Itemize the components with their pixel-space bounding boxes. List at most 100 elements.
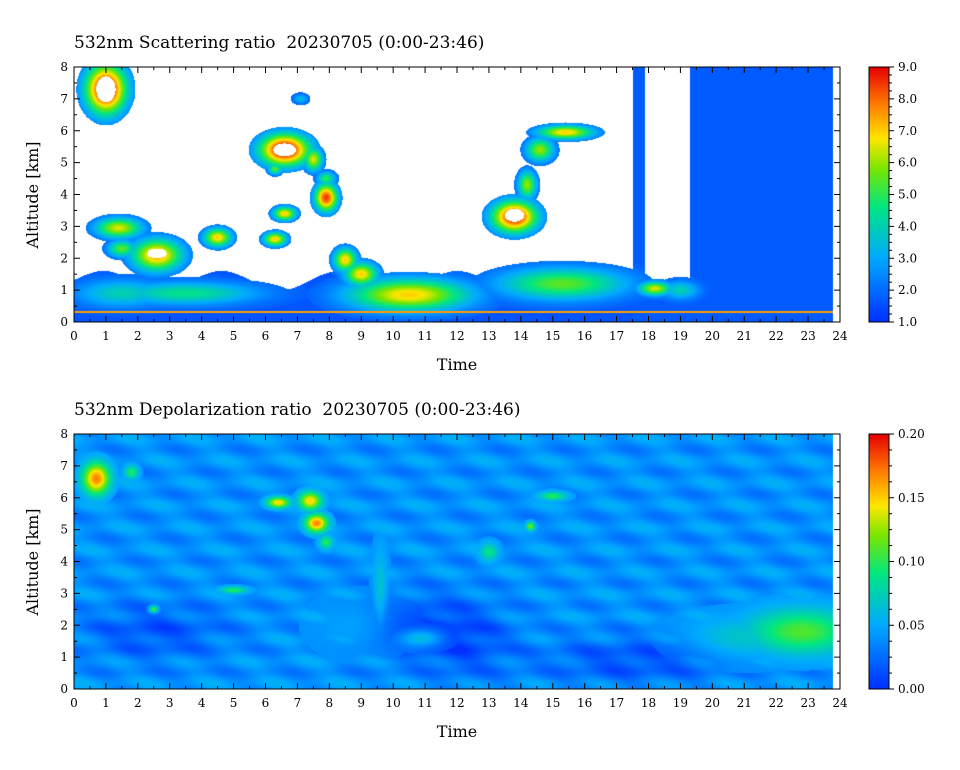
- depolarization-x-ticks: 0 1 2 3 4 5 6 7 8 9 10 11 12 13 14 15 16 17 18 19 20 21 22 23 24: [70, 434, 848, 710]
- x-tick-label: 8: [326, 696, 334, 710]
- x-tick-label: 0: [70, 696, 78, 710]
- depolarization-colorbar-canvas: [869, 434, 889, 689]
- depolarization-colorbar-ticks: 0.00 0.05 0.10 0.15 0.20: [889, 427, 925, 696]
- x-tick-label: 24: [832, 696, 848, 710]
- colorbar-tick-label: 3.0: [898, 251, 917, 265]
- x-tick-label: 6: [262, 329, 270, 343]
- x-tick-label: 20: [705, 696, 720, 710]
- x-tick-label: 9: [357, 696, 365, 710]
- scattering-heatmap-canvas: [74, 67, 840, 322]
- colorbar-tick-label: 7.0: [898, 124, 917, 138]
- y-tick-label: 5: [60, 523, 68, 537]
- depolarization-x-axis-label: Time: [437, 722, 477, 741]
- x-tick-label: 23: [800, 696, 815, 710]
- x-tick-label: 23: [800, 329, 815, 343]
- x-tick-label: 24: [832, 329, 848, 343]
- depolarization-chart-title: 532nm Depolarization ratio 20230705 (0:0…: [74, 400, 521, 420]
- colorbar-tick-label: 4.0: [898, 219, 917, 233]
- x-tick-label: 18: [641, 696, 656, 710]
- x-tick-label: 21: [737, 696, 752, 710]
- y-tick-label: 8: [60, 60, 68, 74]
- colorbar-tick-label: 1.0: [898, 315, 917, 329]
- x-tick-label: 22: [769, 696, 784, 710]
- colorbar-tick-label: 2.0: [898, 283, 917, 297]
- y-tick-label: 1: [60, 283, 68, 297]
- y-tick-label: 0: [60, 315, 68, 329]
- depolarization-y-axis-label: Altitude [km]: [23, 508, 42, 616]
- x-tick-label: 16: [577, 696, 592, 710]
- x-tick-label: 21: [737, 329, 752, 343]
- x-tick-label: 13: [481, 696, 496, 710]
- colorbar-tick-label: 8.0: [898, 92, 917, 106]
- x-tick-label: 10: [386, 696, 401, 710]
- x-tick-label: 1: [102, 696, 110, 710]
- x-tick-label: 7: [294, 329, 302, 343]
- x-tick-label: 19: [673, 696, 688, 710]
- scattering-x-axis-label: Time: [437, 355, 477, 374]
- colorbar-tick-label: 0.15: [898, 491, 925, 505]
- x-tick-label: 9: [357, 329, 365, 343]
- x-tick-label: 0: [70, 329, 78, 343]
- y-tick-label: 6: [60, 124, 68, 138]
- scattering-y-ticks: 0 1 2 3 4 5 6 7 8: [60, 60, 840, 329]
- x-tick-label: 22: [769, 329, 784, 343]
- x-tick-label: 20: [705, 329, 720, 343]
- x-tick-label: 11: [417, 696, 432, 710]
- x-tick-label: 16: [577, 329, 592, 343]
- x-tick-label: 17: [609, 696, 624, 710]
- x-tick-label: 2: [134, 696, 142, 710]
- colorbar-tick-label: 9.0: [898, 60, 917, 74]
- x-tick-label: 12: [449, 329, 464, 343]
- x-tick-label: 10: [386, 329, 401, 343]
- scattering-colorbar-ticks: 1.0 2.0 3.0 4.0 5.0 6.0 7.0 8.0 9.0: [889, 60, 917, 329]
- y-tick-label: 3: [60, 219, 68, 233]
- y-tick-label: 6: [60, 491, 68, 505]
- x-tick-label: 7: [294, 696, 302, 710]
- x-tick-label: 19: [673, 329, 688, 343]
- x-tick-label: 6: [262, 696, 270, 710]
- y-tick-label: 5: [60, 156, 68, 170]
- x-tick-label: 14: [513, 329, 529, 343]
- y-tick-label: 2: [60, 618, 68, 632]
- colorbar-tick-label: 0.05: [898, 618, 925, 632]
- x-tick-label: 18: [641, 329, 656, 343]
- scattering-y-axis-label: Altitude [km]: [23, 141, 42, 249]
- x-tick-label: 1: [102, 329, 110, 343]
- scattering-ratio-panel: 532nm Scattering ratio 20230705 (0:00-23…: [23, 33, 917, 374]
- x-tick-label: 3: [166, 696, 174, 710]
- y-tick-label: 4: [60, 555, 68, 569]
- y-tick-label: 2: [60, 251, 68, 265]
- depolarization-ratio-panel: 532nm Depolarization ratio 20230705 (0:0…: [23, 400, 925, 741]
- x-tick-label: 12: [449, 696, 464, 710]
- scattering-x-ticks: 0 1 2 3 4 5 6 7 8 9 10 11 12 13 14 15 16 17 18 19 20 21 22 23 24: [70, 67, 848, 343]
- colorbar-tick-label: 0.00: [898, 682, 925, 696]
- colorbar-tick-label: 5.0: [898, 188, 917, 202]
- x-tick-label: 15: [545, 696, 560, 710]
- depolarization-heatmap-canvas: [74, 434, 840, 689]
- x-tick-label: 14: [513, 696, 529, 710]
- colorbar-tick-label: 6.0: [898, 156, 917, 170]
- x-tick-label: 8: [326, 329, 334, 343]
- x-tick-label: 11: [417, 329, 432, 343]
- x-tick-label: 4: [198, 696, 206, 710]
- x-tick-label: 5: [230, 696, 238, 710]
- y-tick-label: 1: [60, 650, 68, 664]
- scattering-colorbar-canvas: [869, 67, 889, 322]
- y-tick-label: 7: [60, 459, 68, 473]
- scattering-chart-title: 532nm Scattering ratio 20230705 (0:00-23…: [74, 33, 484, 53]
- y-tick-label: 0: [60, 682, 68, 696]
- colorbar-tick-label: 0.20: [898, 427, 925, 441]
- x-tick-label: 3: [166, 329, 174, 343]
- colorbar-tick-label: 0.10: [898, 555, 925, 569]
- x-tick-label: 17: [609, 329, 624, 343]
- y-tick-label: 4: [60, 188, 68, 202]
- x-tick-label: 5: [230, 329, 238, 343]
- x-tick-label: 2: [134, 329, 142, 343]
- y-tick-label: 8: [60, 427, 68, 441]
- y-tick-label: 7: [60, 92, 68, 106]
- x-tick-label: 13: [481, 329, 496, 343]
- y-tick-label: 3: [60, 586, 68, 600]
- x-tick-label: 4: [198, 329, 206, 343]
- x-tick-label: 15: [545, 329, 560, 343]
